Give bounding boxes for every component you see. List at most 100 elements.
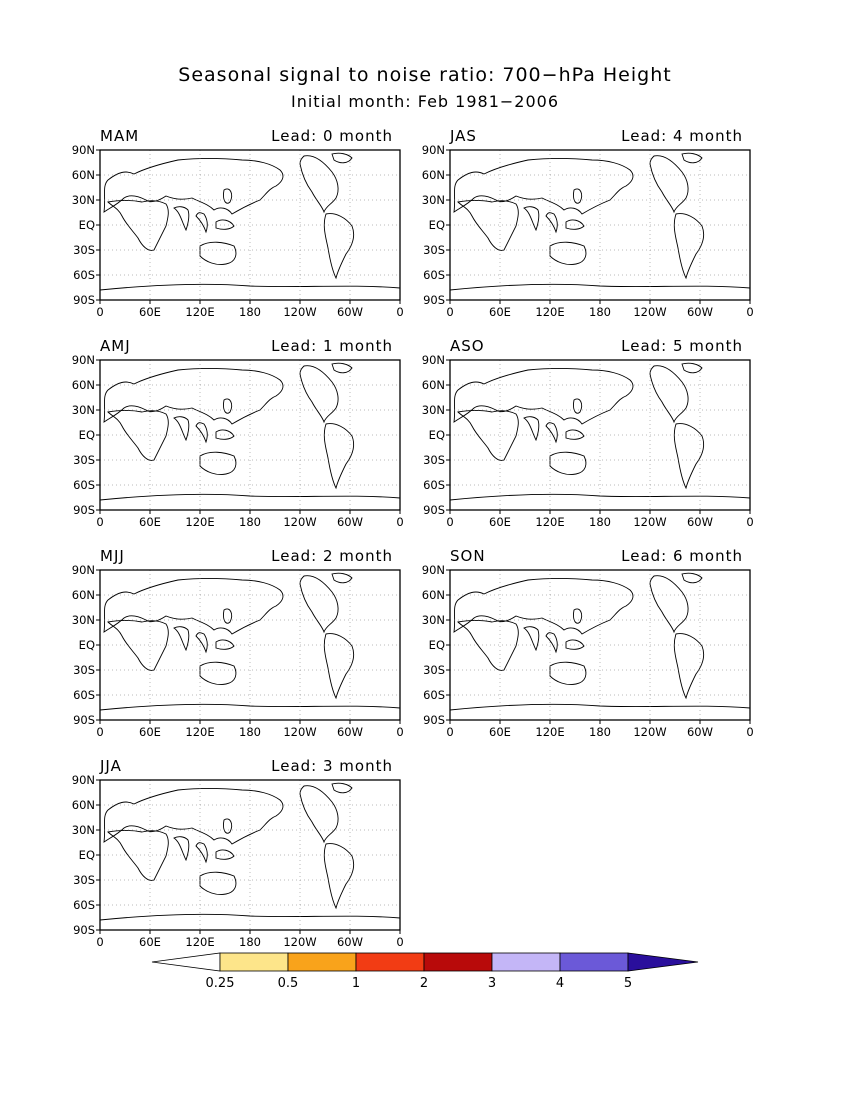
coastline — [195, 632, 208, 654]
lon-tick-label: 0 — [396, 305, 403, 319]
colorbar-tick-label: 0.5 — [278, 976, 299, 991]
lon-tick-label: 180 — [239, 935, 261, 949]
coastline — [453, 578, 634, 635]
contour-fill-orange — [190, 897, 216, 906]
lat-tick-label: EQ — [79, 638, 95, 652]
coastline-layer — [99, 780, 401, 930]
lon-tick-label: 0 — [446, 515, 453, 529]
coastline — [549, 241, 587, 265]
coastline — [549, 661, 587, 685]
contour-fill-red — [625, 661, 641, 668]
panel-season-label: MJJ — [100, 547, 125, 565]
coastline — [103, 368, 284, 425]
lon-tick-label: 60W — [337, 725, 363, 739]
lat-tick-label: 90S — [423, 713, 445, 727]
lat-tick-label: 90S — [73, 923, 95, 937]
contour-fill-white — [345, 693, 365, 702]
colorbar-tick-label: 0.25 — [206, 976, 235, 991]
lat-tick-label: 30N — [422, 193, 445, 207]
contour-fill-white — [275, 699, 294, 705]
lat-tick-label: 30S — [73, 453, 95, 467]
contour-fill-red — [100, 208, 400, 243]
contour-fill-white — [100, 485, 150, 496]
coastline — [523, 206, 540, 232]
lat-tick-label: 30N — [72, 193, 95, 207]
coastline-layer — [449, 360, 751, 510]
lat-tick-label: EQ — [429, 638, 445, 652]
panel-lead-label: Lead: 3 month — [271, 757, 393, 775]
lat-tick-label: 60S — [73, 898, 95, 912]
coastline — [99, 283, 401, 291]
coastline — [299, 365, 339, 424]
contour-fill-orange — [227, 159, 349, 187]
lon-tick-label: 180 — [589, 515, 611, 529]
coastline — [457, 200, 519, 251]
contour-fill-white — [698, 697, 718, 706]
coastline — [107, 830, 169, 881]
coastline — [331, 572, 353, 584]
coastline — [323, 633, 355, 700]
contour-fill-white — [348, 905, 368, 914]
lat-tick-label: 60S — [73, 268, 95, 282]
lat-tick-label: 90S — [423, 293, 445, 307]
contour-fill-orange — [100, 406, 400, 478]
coastline — [223, 818, 233, 834]
contour-fill-orange — [600, 272, 642, 280]
lat-tick-label: 30N — [72, 403, 95, 417]
lon-tick-label: 120W — [283, 725, 316, 739]
lon-tick-label: 60W — [687, 305, 713, 319]
coastline — [649, 575, 689, 634]
coastline — [215, 429, 235, 440]
coastline — [195, 422, 208, 444]
panel-lead-label: Lead: 4 month — [621, 127, 743, 145]
lon-tick-label: 60W — [337, 305, 363, 319]
colorbar-segment — [491, 952, 561, 972]
coastline — [199, 241, 237, 265]
panel-season-label: ASO — [450, 337, 485, 355]
lon-tick-label: 120E — [535, 725, 564, 739]
lon-tick-label: 60W — [687, 515, 713, 529]
contour-fill-white — [615, 178, 638, 186]
lon-tick-label: 120W — [283, 305, 316, 319]
lat-tick-label: 30S — [423, 453, 445, 467]
lon-tick-label: 120E — [535, 515, 564, 529]
lat-tick-label: 90S — [73, 293, 95, 307]
lon-tick-label: 180 — [239, 515, 261, 529]
coastline — [545, 422, 558, 444]
lat-tick-label: 90S — [73, 713, 95, 727]
coastline — [195, 842, 208, 864]
lat-tick-label: 30N — [72, 613, 95, 627]
contour-fill-red — [100, 619, 400, 665]
coastline — [549, 451, 587, 475]
contour-fill-orange — [620, 167, 710, 182]
contour-fill-white — [450, 461, 472, 468]
lat-tick-label: 90S — [423, 503, 445, 517]
coastline — [107, 620, 169, 671]
lat-tick-label: EQ — [79, 848, 95, 862]
lat-tick-label: 90N — [72, 773, 95, 787]
coastline-layer — [99, 150, 401, 300]
lon-tick-label: 0 — [96, 935, 103, 949]
map-panel-jas: JAS Lead: 4 month — [449, 127, 743, 280]
contour-fill-white — [505, 594, 534, 605]
coastline — [103, 788, 284, 845]
contour-fill-orange — [585, 480, 645, 491]
lon-tick-label: 120W — [283, 935, 316, 949]
coastline — [457, 620, 519, 671]
panel-lead-label: Lead: 5 month — [621, 337, 743, 355]
coastline — [173, 626, 190, 652]
contour-fill-white — [560, 597, 582, 606]
coastline — [215, 639, 235, 650]
coastline — [523, 626, 540, 652]
contour-fill-white — [595, 261, 614, 267]
lat-tick-label: 60N — [422, 588, 445, 602]
coastline-layer — [99, 570, 401, 720]
lat-tick-label: 30S — [73, 663, 95, 677]
colorbar-segment — [559, 952, 629, 972]
coastline — [331, 152, 353, 164]
colorbar-segment — [355, 952, 425, 972]
coastline — [99, 703, 401, 711]
lon-tick-label: 60E — [489, 725, 511, 739]
contour-fill-orange — [100, 814, 400, 894]
